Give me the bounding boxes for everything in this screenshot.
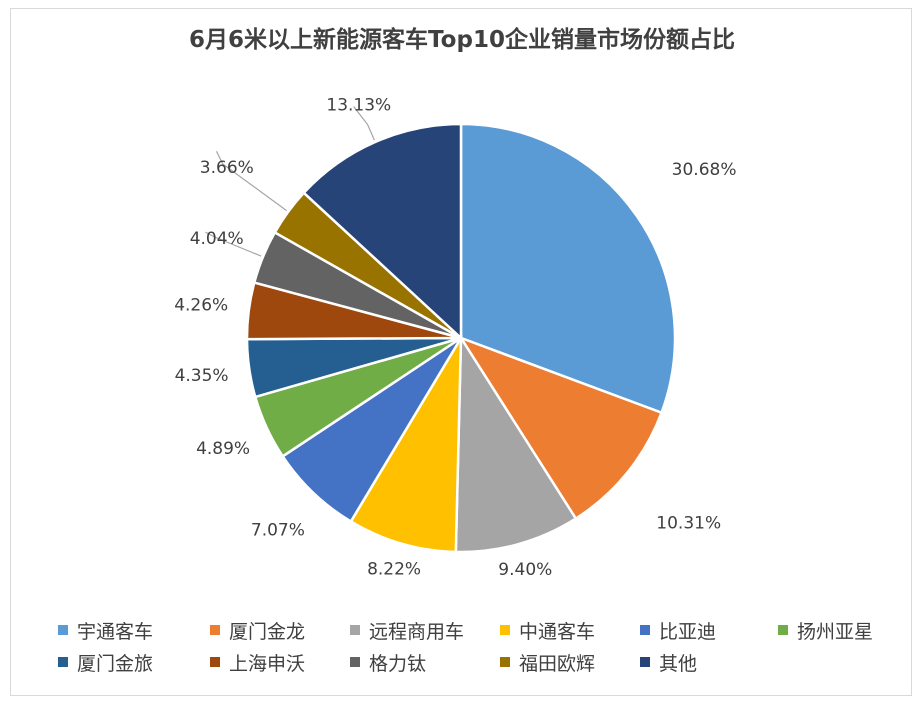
legend-label: 厦门金龙: [229, 620, 306, 643]
pie-slice: [349, 333, 463, 554]
legend-label: 厦门金旅: [77, 652, 154, 675]
data-label: 4.04%: [190, 229, 244, 249]
legend-item: 上海申沃: [210, 649, 350, 676]
legend-label: 中通客车: [519, 620, 596, 643]
legend-row: 厦门金旅 上海申沃 格力钛 福田欧辉 其他: [58, 646, 898, 678]
legend-label: 扬州亚星: [797, 620, 874, 643]
data-label: 7.07%: [251, 521, 305, 541]
legend-item: 厦门金旅: [58, 649, 210, 676]
pie-slice: [457, 335, 664, 521]
legend-item: 福田欧辉: [500, 649, 640, 676]
legend-label: 其他: [659, 652, 698, 675]
data-label: 4.89%: [196, 439, 250, 459]
legend-label: 上海申沃: [229, 652, 306, 675]
legend-label: 远程商用车: [369, 620, 465, 643]
legend-row: 宇通客车 厦门金龙 远程商用车 中通客车 比亚迪 扬州亚星: [58, 614, 898, 646]
legend-label: 福田欧辉: [519, 652, 596, 675]
legend-swatch: [58, 625, 68, 635]
legend-item: 中通客车: [500, 617, 640, 644]
legend-item: 宇通客车: [58, 617, 210, 644]
legend-swatch: [210, 625, 220, 635]
legend-item: 厦门金龙: [210, 617, 350, 644]
chart-title: 6月6米以上新能源客车Top10企业销量市场份额占比: [189, 27, 735, 53]
data-label: 4.26%: [174, 296, 228, 316]
data-label: 3.66%: [200, 158, 254, 178]
legend-item: 其他: [640, 649, 778, 676]
legend-item: 格力钛: [350, 649, 500, 676]
data-label: 9.40%: [498, 560, 552, 580]
legend: 宇通客车 厦门金龙 远程商用车 中通客车 比亚迪 扬州亚星 厦门金旅 上海申沃 格力钛 福田欧辉…: [58, 614, 898, 678]
data-label: 4.35%: [175, 366, 229, 386]
pie-slice: [459, 122, 677, 415]
legend-item: 扬州亚星: [778, 617, 898, 644]
data-label: 30.68%: [672, 160, 737, 180]
pie-slice: [454, 333, 578, 554]
legend-label: 比亚迪: [659, 620, 717, 643]
legend-swatch: [500, 625, 510, 635]
legend-swatch: [58, 657, 68, 667]
legend-swatch: [778, 625, 788, 635]
data-label: 10.31%: [656, 513, 721, 533]
leader-line: [205, 231, 262, 257]
data-label: 8.22%: [367, 560, 421, 580]
legend-swatch: [640, 657, 650, 667]
legend-label: 格力钛: [369, 652, 427, 675]
legend-swatch: [350, 657, 360, 667]
data-label: 13.13%: [326, 95, 391, 115]
legend-item: 比亚迪: [640, 617, 778, 644]
legend-swatch: [500, 657, 510, 667]
legend-label: 宇通客车: [77, 620, 154, 643]
leader-line: [215, 151, 287, 212]
legend-swatch: [640, 625, 650, 635]
legend-item: 远程商用车: [350, 617, 500, 644]
leader-line: [353, 106, 375, 141]
pie-slice: [302, 122, 463, 341]
legend-swatch: [210, 657, 220, 667]
legend-swatch: [350, 625, 360, 635]
